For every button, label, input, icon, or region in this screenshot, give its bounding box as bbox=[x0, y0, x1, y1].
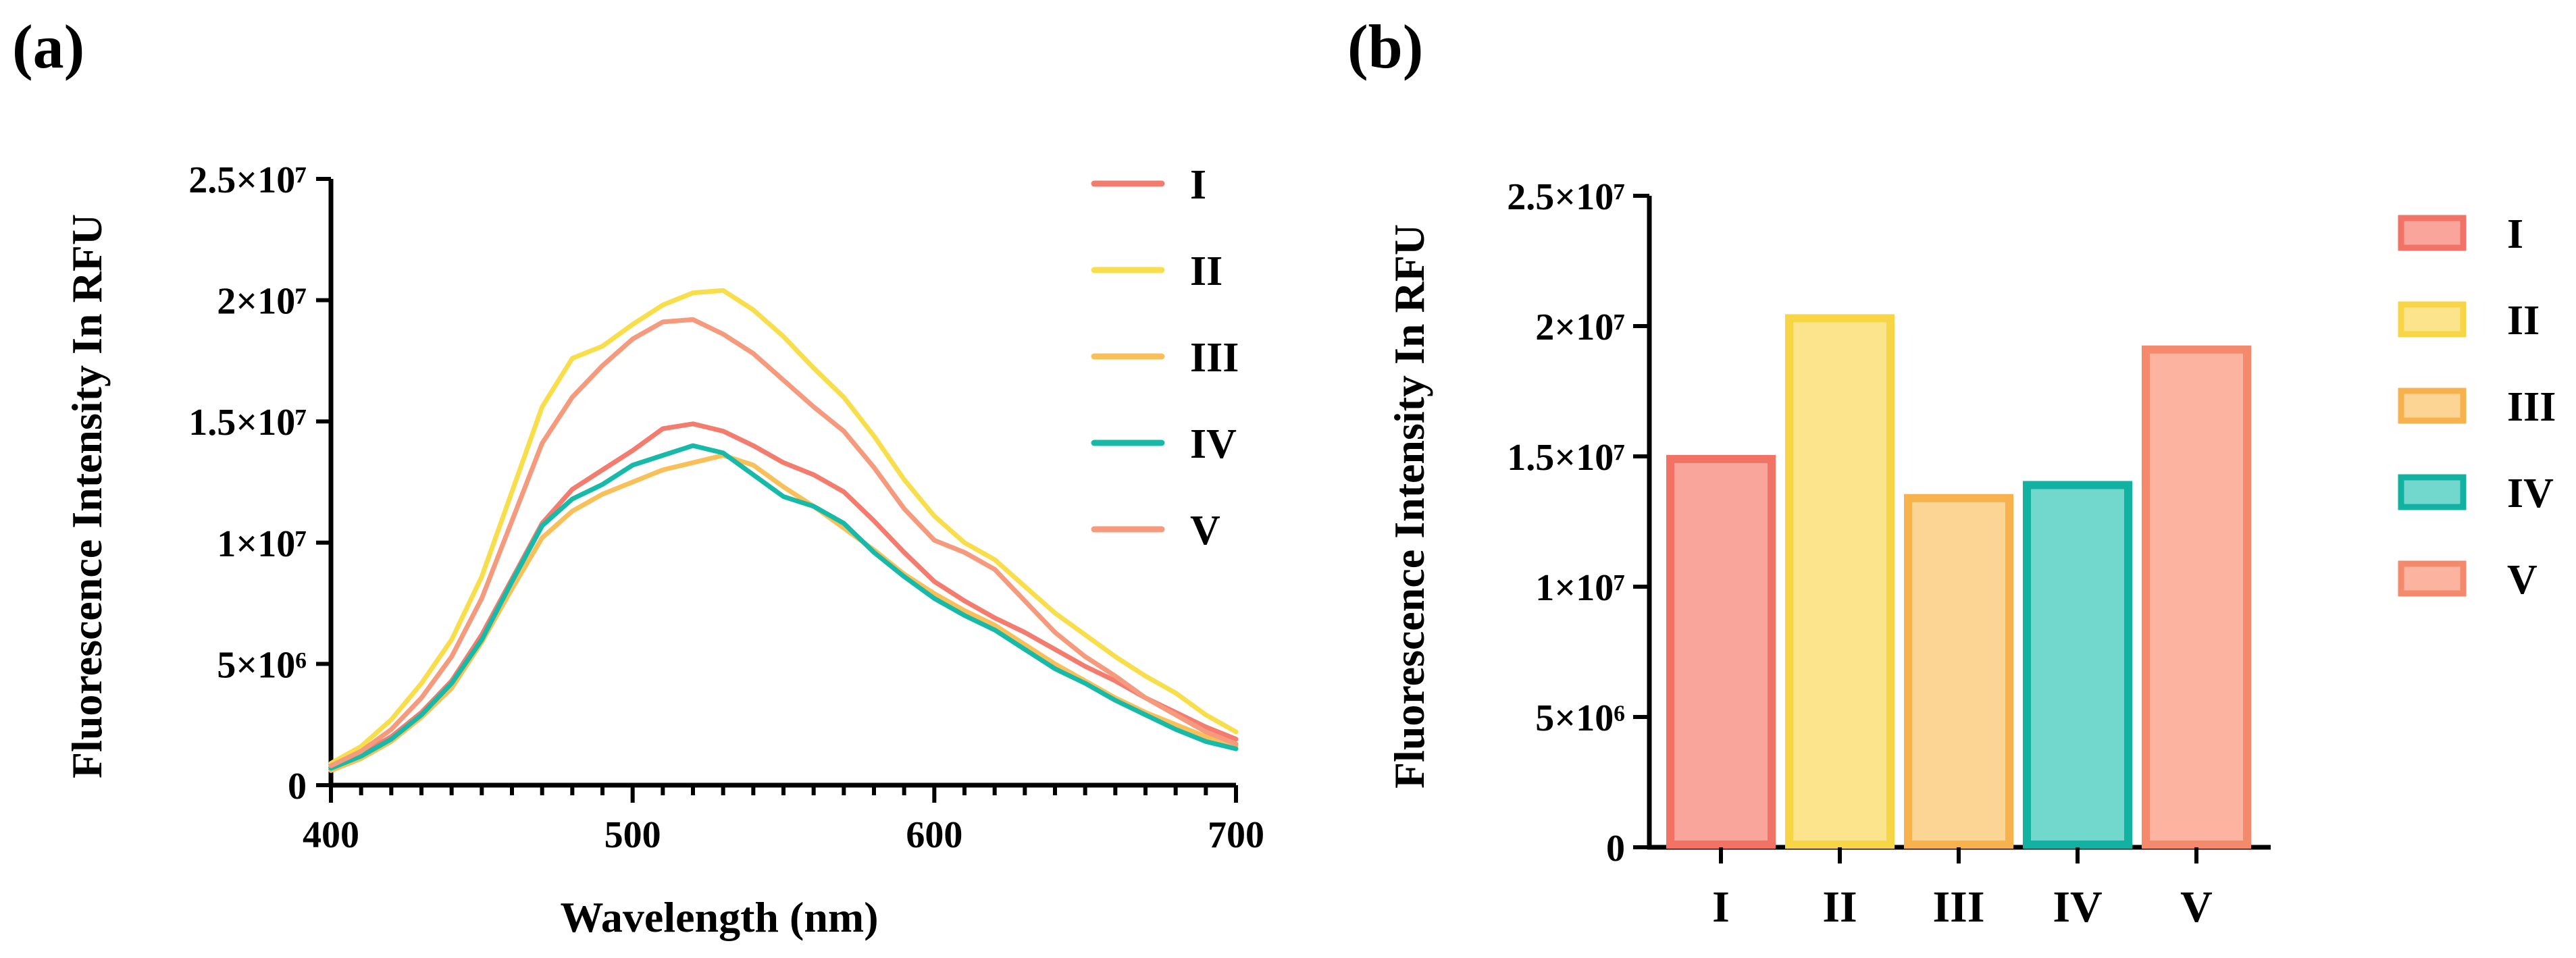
panel-a-x-tick-label: 600 bbox=[906, 814, 962, 856]
legend-label-iv: IV bbox=[1190, 421, 1237, 467]
legend-label-iii: III bbox=[2507, 384, 2556, 430]
panel-a-x-axis-title: Wavelength (nm) bbox=[560, 893, 878, 941]
legend-label-ii: II bbox=[2507, 298, 2540, 344]
panel-b-y-tick-label: 2×10⁷ bbox=[1535, 307, 1625, 348]
panel-b-y-tick-label: 0 bbox=[1606, 828, 1625, 870]
bar-iii bbox=[1904, 494, 2013, 849]
legend-label-v: V bbox=[1190, 508, 1220, 554]
panel-b-y-tick-label: 5×10⁶ bbox=[1535, 697, 1625, 739]
panel-b-axes: 0 5×10⁶ 1×10⁷ 1.5×10⁷ 2×10⁷ 2.5×10⁷ bbox=[1507, 176, 2271, 870]
panel-a-y-axis-title: Fluorescence Intensity In RFU bbox=[63, 214, 111, 778]
panel-b-y-tick-label: 2.5×10⁷ bbox=[1507, 176, 1625, 218]
legend-swatch-i bbox=[2398, 215, 2467, 251]
panel-b-label: (b) bbox=[1347, 12, 1423, 81]
category-label-iv: IV bbox=[2053, 882, 2102, 932]
category-label-i: I bbox=[1712, 882, 1730, 932]
category-label-iii: III bbox=[1932, 882, 1984, 932]
series-line-i bbox=[328, 421, 1239, 768]
legend-label-iii: III bbox=[1190, 335, 1239, 381]
legend-swatch-iii bbox=[2398, 388, 2467, 424]
panel-b-y-tick-label: 1×10⁷ bbox=[1535, 567, 1625, 609]
panel-b-y-axis-title: Fluorescence Intensity In RFU bbox=[1385, 224, 1433, 789]
legend-swatch-v bbox=[2398, 560, 2467, 597]
panel-a-line-chart: (a) Fluorescence Intensity In RFU Wavele… bbox=[12, 12, 1264, 941]
legend-label-iv: IV bbox=[2507, 471, 2554, 516]
panel-a-y-tick-label: 1.5×10⁷ bbox=[188, 402, 307, 444]
legend-swatch-ii bbox=[2398, 301, 2467, 338]
panel-a-series bbox=[328, 288, 1239, 773]
panel-a-y-tick-label: 5×10⁶ bbox=[217, 644, 307, 686]
panel-a-y-tick-label: 0 bbox=[288, 766, 307, 807]
series-line-ii bbox=[328, 288, 1239, 766]
panel-b-y-tick-label: 1.5×10⁷ bbox=[1507, 437, 1625, 479]
series-line-iv bbox=[328, 443, 1239, 771]
bar-ii bbox=[1785, 314, 1895, 849]
legend-label-i: I bbox=[1190, 162, 1206, 208]
category-label-v: V bbox=[2180, 882, 2213, 932]
legend-label-i: I bbox=[2507, 211, 2523, 257]
panel-b-bars: I II III IV V bbox=[1666, 314, 2251, 932]
panel-a-y-tick-label: 1×10⁷ bbox=[217, 523, 307, 565]
panel-b-bar-chart: (b) Fluorescence Intensity In RFU 0 5×10⁶… bbox=[1347, 12, 2556, 932]
panel-a-x-tick-label: 400 bbox=[303, 814, 359, 856]
legend-label-ii: II bbox=[1190, 248, 1222, 294]
panel-a-y-tick-label: 2×10⁷ bbox=[217, 281, 307, 323]
bar-v bbox=[2142, 345, 2251, 849]
panel-a-label: (a) bbox=[12, 12, 84, 81]
panel-a-x-tick-label: 500 bbox=[604, 814, 661, 856]
panel-a-x-tick-label: 700 bbox=[1208, 814, 1264, 856]
category-label-ii: II bbox=[1822, 882, 1857, 932]
bar-i bbox=[1666, 454, 1776, 849]
bar-iv bbox=[2023, 481, 2132, 849]
series-line-v bbox=[328, 317, 1239, 768]
legend-label-v: V bbox=[2507, 557, 2538, 603]
legend-swatch-iv bbox=[2398, 474, 2467, 510]
panel-a-axes: 0 5×10⁶ 1×10⁷ 1.5×10⁷ 2×10⁷ 2.5×10⁷ 400 500 600 7… bbox=[188, 159, 1264, 856]
panel-a-y-tick-label: 2.5×10⁷ bbox=[188, 159, 307, 201]
